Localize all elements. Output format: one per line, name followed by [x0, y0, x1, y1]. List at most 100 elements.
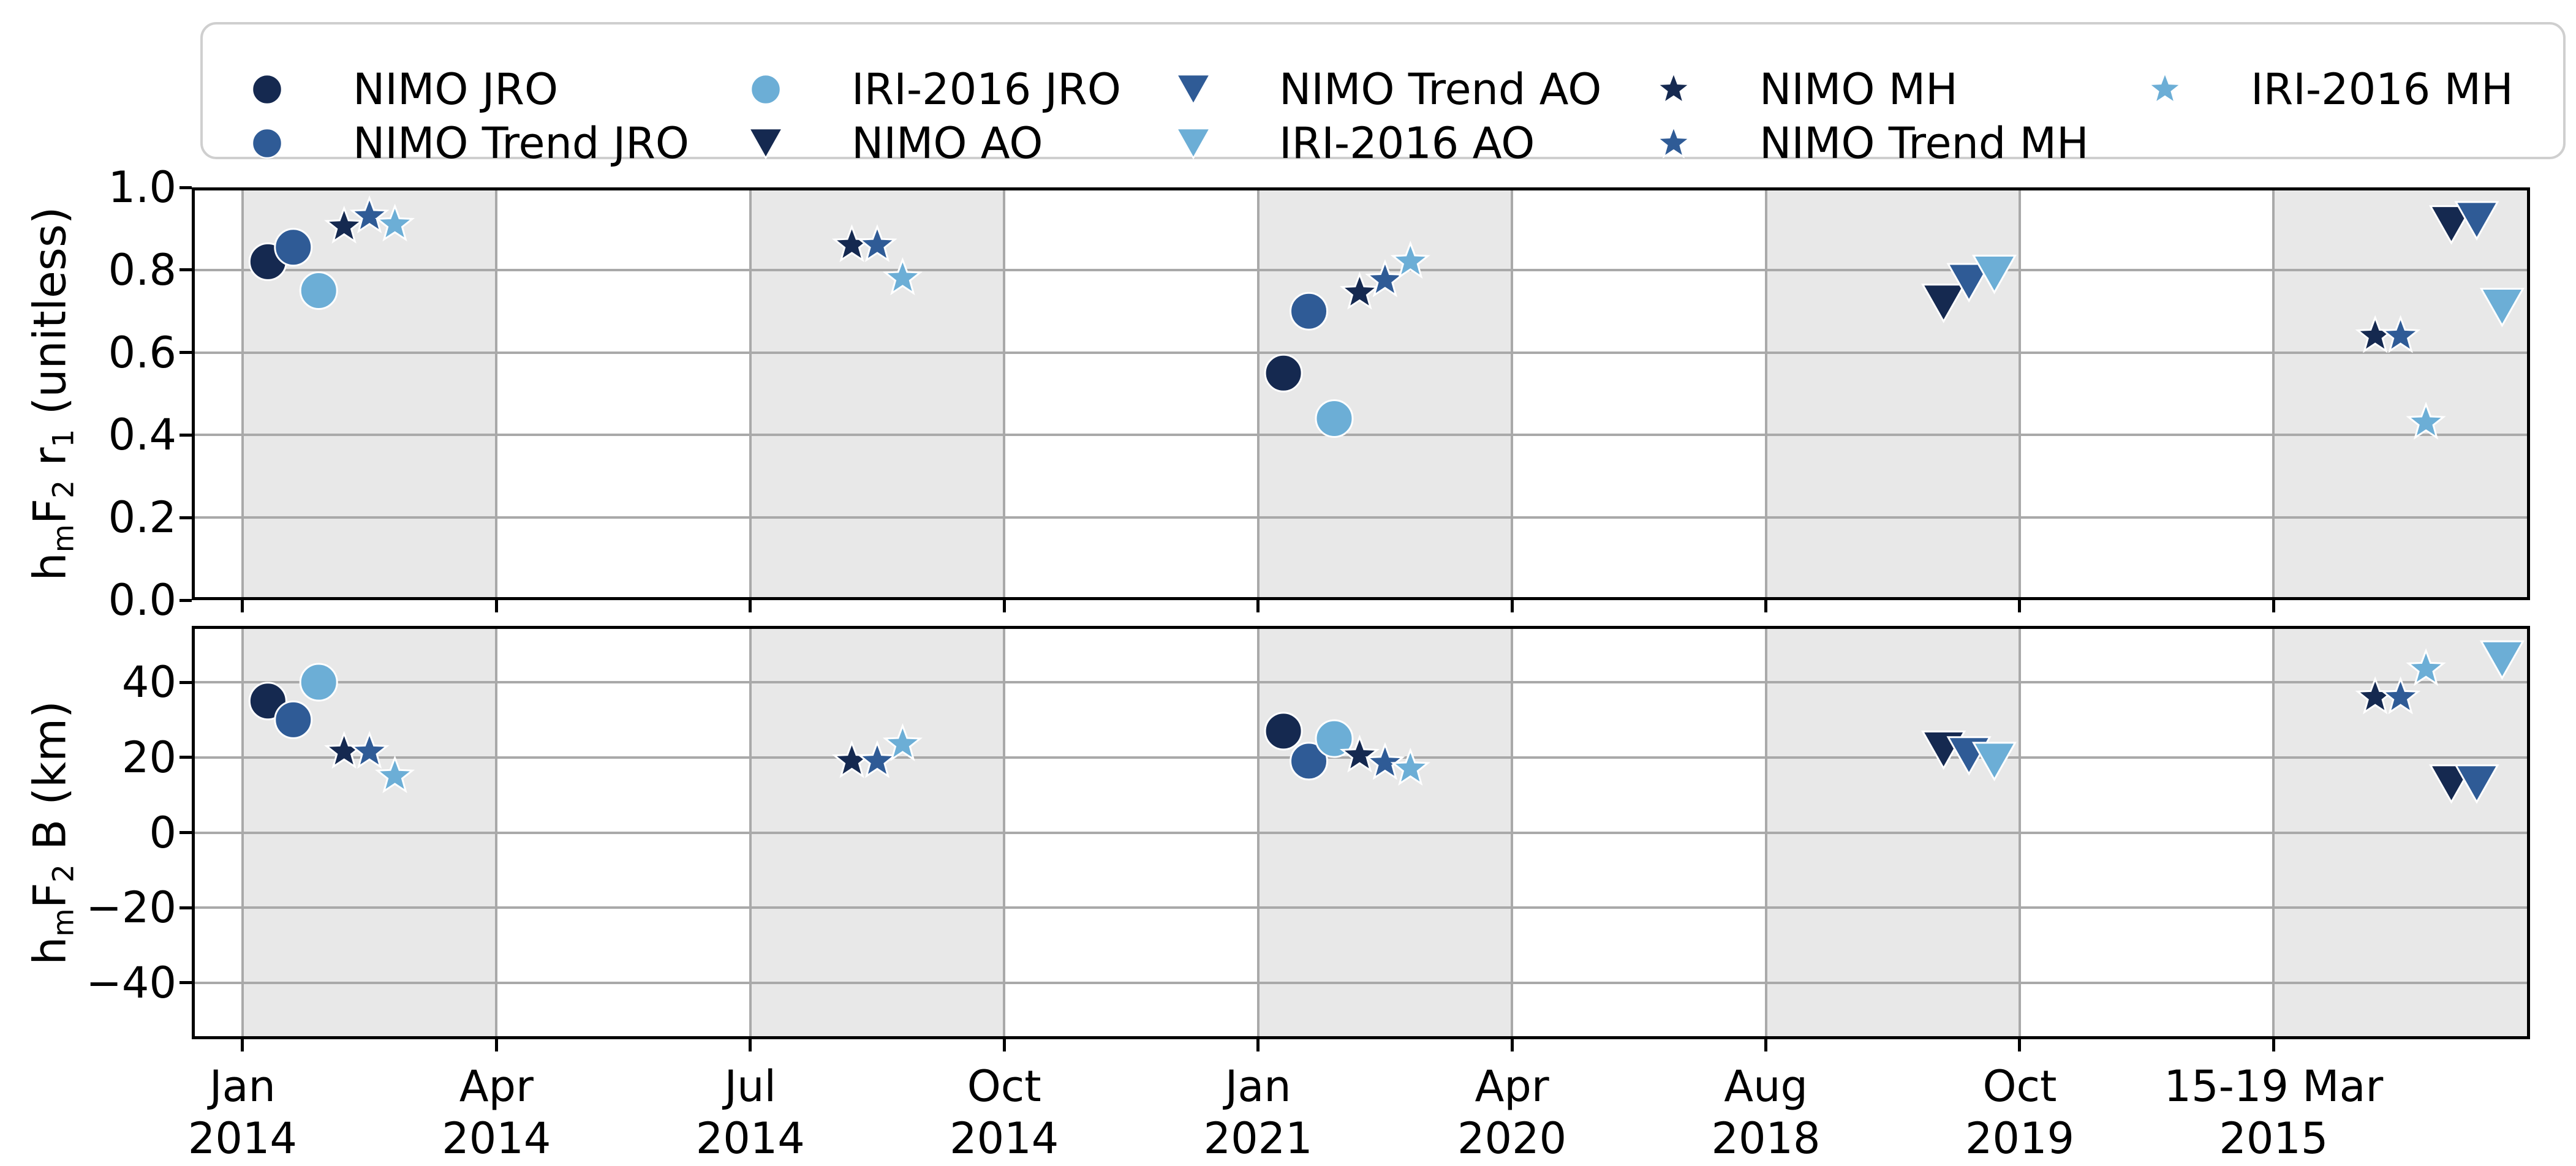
gridline-y: [192, 831, 2530, 834]
x-tick-label: Apr 2014: [306, 1061, 686, 1165]
x-tick-label-line2: 2020: [1457, 1113, 1567, 1164]
y-tick-mark: [179, 831, 192, 834]
x-tick-label-line2: 2014: [442, 1113, 551, 1164]
x-tick-label-line2: 2019: [1965, 1113, 2075, 1164]
marker-nimo-trend-mh: [349, 195, 390, 233]
gridline-x: [495, 187, 498, 600]
marker-nimo-trend-jro: [274, 700, 313, 739]
gridline-x: [2272, 187, 2275, 600]
marker-nimo-jro: [1264, 353, 1303, 393]
legend-star-icon: [1655, 70, 1692, 105]
marker-iri-2016-jro: [1315, 719, 1354, 758]
x-tick-mark: [1510, 600, 1514, 612]
marker-nimo-trend-mh: [349, 731, 390, 769]
legend-triangle-down-glyph: [1175, 73, 1212, 106]
x-tick-label-line2: 2014: [695, 1113, 805, 1164]
x-tick-mark: [494, 1039, 498, 1051]
x-tick-mark: [1002, 600, 1006, 612]
gridline-x: [1764, 187, 1767, 600]
legend-item-label: NIMO Trend MH: [1759, 118, 2089, 168]
marker-nimo-trend-mh: [857, 224, 897, 263]
y-tick-label: 0.6: [108, 327, 176, 378]
legend-item-label: IRI-2016 MH: [2251, 64, 2514, 115]
legend-item-label: NIMO MH: [1759, 64, 1958, 115]
legend-triangle-down-icon: [747, 127, 784, 160]
marker-iri-2016-ao: [2479, 287, 2525, 328]
y-tick-label: 0: [149, 807, 176, 858]
marker-nimo-mh: [1339, 271, 1380, 310]
x-tick-label-line1: Apr: [1475, 1061, 1549, 1111]
marker-nimo-trend-jro: [1290, 742, 1329, 781]
marker-nimo-trend-mh: [1365, 259, 1405, 298]
x-tick-mark: [749, 1039, 752, 1051]
marker-iri-2016-ao: [1971, 255, 2017, 295]
y-tick-label: 0.4: [108, 410, 176, 461]
marker-nimo-trend-mh: [1365, 742, 1405, 780]
x-tick-mark: [1256, 600, 1260, 612]
x-tick-label-line2: 2015: [2219, 1113, 2329, 1164]
marker-nimo-mh: [1339, 734, 1380, 773]
y-tick-mark: [179, 186, 192, 189]
legend-item-label: NIMO Trend JRO: [353, 118, 689, 168]
x-tick-label-line1: Oct: [967, 1061, 1041, 1111]
legend-star-glyph: [2147, 70, 2183, 105]
x-tick-label-line1: Jan: [1225, 1061, 1291, 1111]
x-tick-label-line1: Oct: [1982, 1061, 2057, 1111]
legend-circle-icon: [251, 73, 283, 105]
x-tick-mark: [749, 600, 752, 612]
x-tick-label-line1: Jul: [724, 1061, 776, 1111]
marker-iri-2016-mh: [882, 257, 923, 296]
x-tick-label: Oct 2014: [814, 1061, 1194, 1165]
x-tick-label-line1: 15-19 Mar: [2164, 1061, 2384, 1111]
legend-circle-icon: [251, 127, 283, 159]
legend-item-label: NIMO JRO: [353, 64, 559, 115]
gridline-x: [241, 187, 244, 600]
y-tick-label: 0.0: [108, 575, 176, 625]
x-tick-mark: [1510, 1039, 1514, 1051]
gridline-y: [192, 981, 2530, 984]
marker-iri-2016-mh: [1390, 241, 1430, 279]
x-tick-label: Jan 2014: [53, 1061, 432, 1165]
x-tick-label-line1: Jan: [209, 1061, 276, 1111]
x-tick-label: Jan 2021: [1068, 1061, 1448, 1165]
marker-nimo-trend-mh: [2381, 315, 2421, 353]
legend-circle-glyph: [251, 127, 283, 159]
legend-circle-icon: [750, 73, 782, 105]
marker-iri-2016-ao: [2479, 640, 2525, 680]
gridline-x: [2018, 187, 2021, 600]
legend-triangle-down-icon: [1175, 73, 1212, 106]
legend-item-label: NIMO AO: [852, 118, 1043, 168]
marker-iri-2016-mh: [2406, 401, 2446, 440]
x-tick-label-line2: 2014: [187, 1113, 297, 1164]
legend-star-icon: [1655, 124, 1692, 159]
x-tick-label: Oct 2019: [1830, 1061, 2210, 1165]
shaded-band: [1258, 187, 1513, 600]
scatter-points-layer: [248, 195, 2525, 440]
legend-circle-glyph: [750, 73, 782, 105]
marker-nimo-trend-jro: [274, 228, 313, 267]
scatter-points-layer: [248, 640, 2525, 804]
x-tick-mark: [2018, 1039, 2022, 1051]
gridline-y: [192, 681, 2530, 684]
marker-iri-2016-jro: [299, 271, 338, 310]
marker-nimo-trend-jro: [1290, 292, 1329, 331]
gridline-x: [1003, 187, 1006, 600]
panel-top-r1: [192, 187, 2530, 600]
legend-box: NIMO JRO NIMO Trend JRO IRI-2016 JRO NIMO A…: [200, 22, 2566, 168]
shaded-band: [750, 187, 1005, 600]
gridline-x: [1511, 187, 1514, 600]
legend-triangle-down-icon: [1175, 127, 1212, 160]
x-tick-label-line1: Apr: [459, 1061, 534, 1111]
y-tick-label: 0.8: [108, 244, 176, 295]
x-tick-mark: [2272, 600, 2275, 612]
y-tick-label: 1.0: [108, 162, 176, 213]
marker-iri-2016-mh: [1390, 747, 1430, 786]
y-tick-label: 40: [121, 657, 176, 708]
y-tick-mark: [179, 351, 192, 355]
y-tick-mark: [179, 981, 192, 985]
y-tick-mark: [179, 433, 192, 437]
y-tick-label: −20: [86, 882, 176, 933]
marker-nimo-ao: [1921, 284, 1966, 323]
marker-nimo-trend-ao: [1946, 263, 1992, 303]
